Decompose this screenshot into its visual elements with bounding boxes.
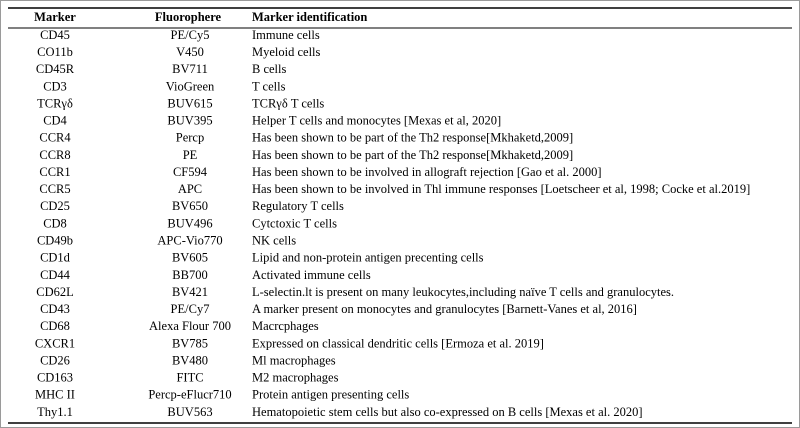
cell: Has been shown to be part of the Th2 res… [252,148,573,162]
cell: CD45R [36,62,75,76]
cell: BUV496 [167,216,212,230]
cell: APC-Vio770 [157,234,222,248]
cell: V450 [176,45,204,59]
cell: CXCR1 [35,336,75,350]
cell: BB700 [172,268,207,282]
cell: PE/Cy5 [171,28,210,42]
cell: Has been shown to be part of the Th2 res… [252,131,573,145]
cell: Thy1.1 [37,405,73,419]
cell: Activated immune cells [252,268,371,282]
cell: Myeloid cells [252,45,321,59]
cell: CCR1 [39,165,70,179]
cell: Alexa Flour 700 [149,319,231,333]
cell: CO11b [37,45,73,59]
cell: BUV395 [167,114,212,128]
cell: Regulatory T cells [252,199,344,213]
cell: Cytctoxic T cells [252,216,337,230]
column-header: Marker [34,10,76,24]
cell: TCRγδ [37,96,73,110]
cell: Protein antigen presenting cells [252,388,409,402]
cell: Percp [176,131,204,145]
cell: BUV615 [167,96,212,110]
cell: BV650 [172,199,208,213]
cell: MHC II [35,388,75,402]
cell: Helper T cells and monocytes [Mexas et a… [252,114,501,128]
cell: CD25 [40,199,70,213]
cell: FITC [176,371,203,385]
cell: Immune cells [252,28,320,42]
cell: Expressed on classical dendritic cells [… [252,336,544,350]
cell: BV711 [172,62,208,76]
cell: BUV563 [167,405,212,419]
cell: Macrcphages [252,319,319,333]
cell: CD68 [40,319,70,333]
cell: CD26 [40,353,70,367]
cell: CD3 [43,79,67,93]
cell: CD163 [37,371,73,385]
cell: L-selectin.lt is present on many leukocy… [252,285,674,299]
cell: VioGreen [166,79,215,93]
cell: CD45 [40,28,70,42]
cell: Percp-eFlucr710 [148,388,231,402]
column-header: Marker identification [252,10,367,24]
cell: NK cells [252,234,296,248]
cell: Lipid and non-protein antigen precenting… [252,251,484,265]
cell: Hematopoietic stem cells but also co-exp… [252,405,643,419]
cell: CD62L [36,285,74,299]
cell: Has been shown to be involved in allogra… [252,165,602,179]
cell: APC [178,182,202,196]
cell: A marker present on monocytes and granul… [252,302,637,316]
cell: CD1d [40,251,71,265]
cell: CD8 [43,216,67,230]
cell: CCR8 [39,148,70,162]
cell: PE [183,148,198,162]
cell: BV605 [172,251,208,265]
cell: Has been shown to be involved in Thl imm… [252,182,750,196]
cell: CD43 [40,302,70,316]
cell: T cells [252,79,286,93]
cell: CCR4 [39,131,71,145]
cell: CD44 [40,268,71,282]
cell: M2 macrophages [252,371,339,385]
cell: B cells [252,62,287,76]
cell: BV421 [172,285,208,299]
cell: CF594 [173,165,208,179]
cell: Ml macrophages [252,353,336,367]
cell: CD49b [37,234,73,248]
cell: CD4 [43,114,67,128]
cell: BV480 [172,353,208,367]
column-header: Fluorophere [155,10,222,24]
cell: TCRγδ T cells [252,96,324,110]
cell: BV785 [172,336,208,350]
cell: PE/Cy7 [171,302,210,316]
cell: CCR5 [39,182,70,196]
